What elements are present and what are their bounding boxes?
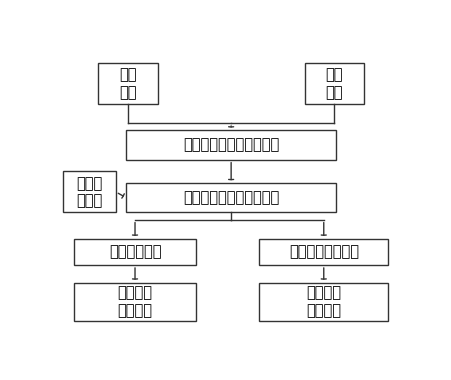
FancyBboxPatch shape xyxy=(98,63,158,104)
Text: 坐标映射表格制作: 坐标映射表格制作 xyxy=(289,244,359,260)
FancyBboxPatch shape xyxy=(63,171,116,212)
Text: 靶标实
验图像: 靶标实 验图像 xyxy=(77,176,103,208)
Text: 畸变校正
系数文件: 畸变校正 系数文件 xyxy=(118,285,152,318)
FancyBboxPatch shape xyxy=(259,283,388,321)
Text: 控制点标准图像坐标计算: 控制点标准图像坐标计算 xyxy=(183,138,279,153)
FancyBboxPatch shape xyxy=(259,239,388,265)
FancyBboxPatch shape xyxy=(304,63,364,104)
Text: 相机
参数: 相机 参数 xyxy=(119,67,137,100)
FancyBboxPatch shape xyxy=(126,183,336,212)
Text: 畸变系数拟合: 畸变系数拟合 xyxy=(109,244,161,260)
Text: 实际
靶标: 实际 靶标 xyxy=(326,67,343,100)
Text: 控制点畸变图像坐标获取: 控制点畸变图像坐标获取 xyxy=(183,190,279,205)
Text: 畸变校正
表格文件: 畸变校正 表格文件 xyxy=(306,285,341,318)
FancyBboxPatch shape xyxy=(74,283,196,321)
FancyBboxPatch shape xyxy=(126,130,336,160)
FancyBboxPatch shape xyxy=(74,239,196,265)
